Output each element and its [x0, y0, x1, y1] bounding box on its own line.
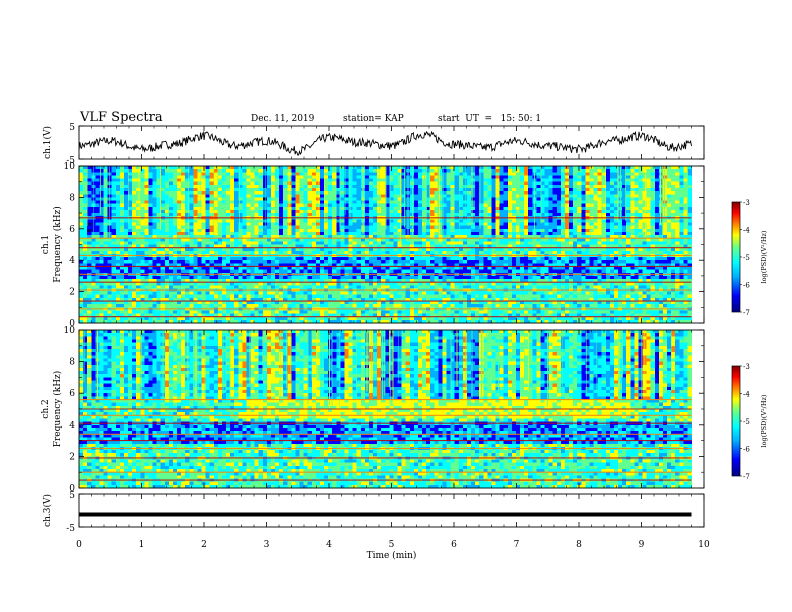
header-start-time: start UT = 15: 50: 1 — [438, 114, 542, 124]
colorbar-tick-label: -7 — [743, 473, 750, 481]
colorbar-tick-label: -3 — [743, 363, 750, 371]
panel-ch1-spectrogram: 0 2 4 6 8 10 ch.1 Frequency (kHz) -3 -4 -5 -6 -7 log(… — [41, 162, 768, 329]
colorbar-ch2-spectrogram: -3 -4 -5 -6 -7 log(PSD)(V²/Hz) — [731, 363, 768, 481]
xtick-label: 8 — [576, 540, 582, 550]
xtick-label: 9 — [639, 540, 645, 550]
colorbar-label: log(PSD)(V²/Hz) — [760, 230, 768, 283]
colorbar-tick-label: -5 — [743, 418, 750, 426]
colorbar-ch1-spectrogram: -3 -4 -5 -6 -7 log(PSD)(V²/Hz) — [731, 199, 768, 317]
ytick-label: 10 — [64, 162, 76, 172]
ylabel-channel: ch.1 — [41, 235, 51, 254]
ytick-label: 2 — [69, 288, 75, 298]
colorbar-tick-label: -6 — [743, 282, 750, 290]
ytick-label: 0 — [69, 484, 75, 494]
xtick-label: 0 — [76, 540, 82, 550]
colorbar-tick-label: -5 — [743, 254, 750, 262]
xaxis-label: Time (min) — [367, 550, 417, 561]
ytick-label: 4 — [69, 421, 75, 431]
colorbar-tick-label: -3 — [743, 199, 750, 207]
xtick-label: 6 — [451, 540, 457, 550]
header-title: VLF Spectra — [80, 110, 163, 125]
header-date: Dec. 11, 2019 — [251, 114, 315, 124]
ytick-label: 6 — [69, 389, 75, 399]
ytick-label: 5 — [69, 123, 75, 133]
ch1-trace — [78, 130, 692, 156]
ytick-label: 8 — [69, 193, 75, 203]
ytick-label: 6 — [69, 225, 75, 235]
colorbar-tick-label: -7 — [743, 309, 750, 317]
xtick-label: 7 — [514, 540, 520, 550]
xtick-label: 5 — [389, 540, 395, 550]
colorbar-gradient — [731, 201, 741, 313]
xtick-label: 2 — [201, 540, 207, 550]
time-axis-layer: 0 1 2 3 4 5 6 7 8 9 10 Time (min) — [76, 540, 710, 561]
ylabel-frequency: Frequency (kHz) — [52, 206, 63, 283]
colorbar-tick-label: -6 — [743, 446, 750, 454]
xtick-label: 1 — [139, 540, 145, 550]
ytick-label: 8 — [69, 358, 75, 368]
ylabel-ch1-waveform: ch.1(V) — [42, 126, 53, 159]
panel-ch1-waveform: 5 -5 ch.1(V) — [42, 123, 705, 166]
panel-ch2-spectrogram: 0 2 4 6 8 10 ch.2 Frequency (kHz) -3 -4 -5 -6 -7 log(… — [41, 326, 768, 494]
ylabel-ch3-level: ch.3(V) — [42, 494, 53, 527]
ytick-label: 5 — [69, 491, 75, 501]
xtick-label: 3 — [264, 540, 270, 550]
ytick-label: -5 — [66, 524, 75, 534]
ytick-label: 2 — [69, 452, 75, 462]
ytick-label: 10 — [64, 326, 76, 336]
panel-ch3-level: 5 -5 ch.3(V) — [42, 491, 705, 534]
ytick-label: 4 — [69, 256, 75, 266]
ylabel-channel: ch.2 — [41, 399, 51, 418]
xtick-label: 4 — [326, 540, 332, 550]
ylabel-frequency: Frequency (kHz) — [52, 371, 63, 448]
header-station: station= KAP — [343, 114, 404, 124]
spectrogram-cells — [78, 166, 692, 324]
colorbar-tick-label: -4 — [743, 391, 750, 399]
colorbar-label: log(PSD)(V²/Hz) — [760, 394, 768, 447]
colorbar-tick-label: -4 — [743, 227, 750, 235]
colorbar-gradient — [731, 365, 741, 477]
ytick-label: 0 — [69, 319, 75, 329]
ytick-label: -5 — [66, 156, 75, 166]
xtick-label: 10 — [698, 540, 710, 550]
